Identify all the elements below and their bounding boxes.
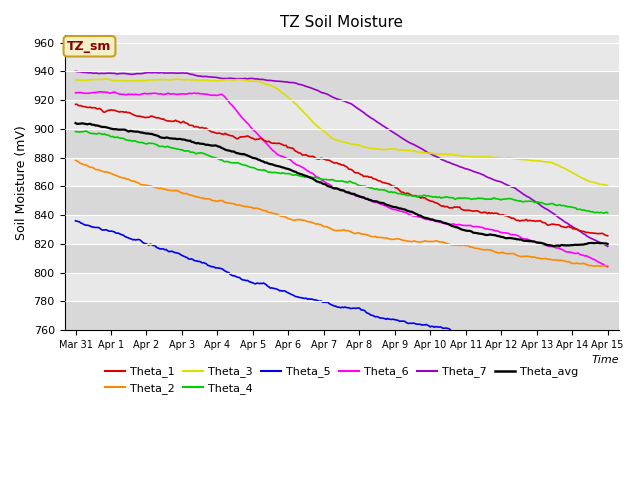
Bar xyxy=(65,301,619,330)
Bar xyxy=(65,72,619,100)
Text: TZ_sm: TZ_sm xyxy=(67,40,111,53)
Y-axis label: Soil Moisture (mV): Soil Moisture (mV) xyxy=(15,125,28,240)
Legend: Theta_1, Theta_2, Theta_3, Theta_4, Theta_5, Theta_6, Theta_7, Theta_avg: Theta_1, Theta_2, Theta_3, Theta_4, Thet… xyxy=(100,362,582,398)
X-axis label: Time: Time xyxy=(591,355,619,365)
Bar xyxy=(65,129,619,157)
Bar xyxy=(65,244,619,273)
Title: TZ Soil Moisture: TZ Soil Moisture xyxy=(280,15,403,30)
Bar xyxy=(65,186,619,215)
